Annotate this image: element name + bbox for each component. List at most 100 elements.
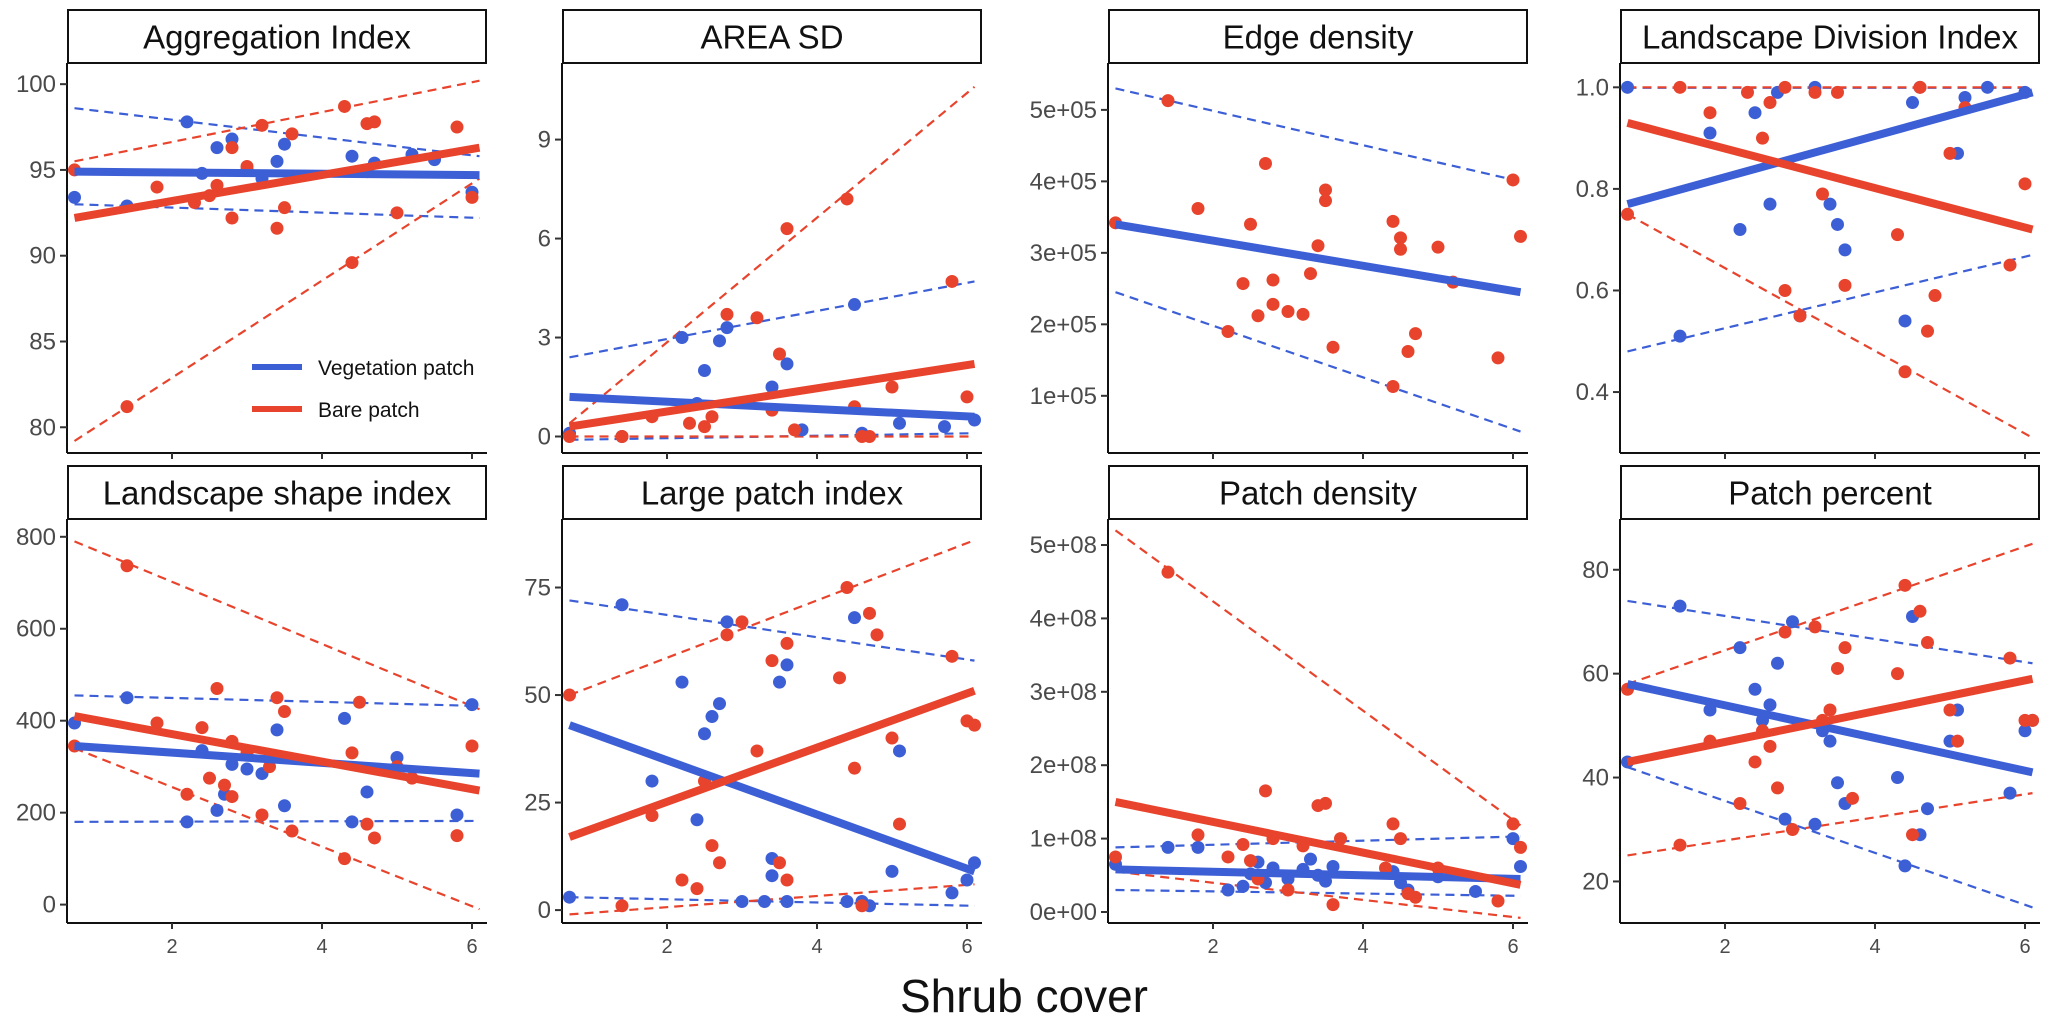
bare-patch-point	[863, 430, 876, 444]
bare-patch-point	[1733, 797, 1747, 811]
vegetation-patch-point	[1748, 682, 1762, 696]
y-tick-label: 0	[538, 897, 551, 924]
bare-patch-point	[765, 654, 779, 668]
panel-edge-density: Edge density 1e+05 2e+05 3e+05 4e+05 5e+05	[1030, 9, 1528, 459]
bare-patch-point	[1326, 898, 1340, 912]
vegetation-patch-ci-lower-line	[1115, 291, 1521, 433]
bare-patch-point	[1793, 309, 1807, 323]
bare-patch-ci-lower-line	[1115, 870, 1521, 919]
panel-landscape-division-index: Landscape Division Index 0.4 0.6 0.8 1.0	[1576, 9, 2040, 459]
vegetation-patch-point	[848, 298, 861, 312]
vegetation-patch-point	[1673, 599, 1687, 613]
bare-patch-point	[1898, 365, 1912, 379]
y-tick-label: 3e+08	[1030, 679, 1097, 706]
bare-patch-point	[450, 120, 464, 134]
bare-patch-point	[1906, 828, 1919, 842]
bare-patch-point	[1891, 667, 1904, 681]
bare-patch-point	[338, 852, 351, 866]
bare-patch-point	[1251, 309, 1265, 323]
vegetation-patch-point	[1236, 879, 1250, 893]
vegetation-patch-ci-lower-line	[569, 896, 975, 907]
bare-patch-ci-lower-line	[1627, 792, 2033, 857]
facet-title: Patch percent	[1728, 475, 1932, 512]
vegetation-patch-point	[210, 141, 224, 155]
vegetation-patch-fit-line	[1115, 865, 1521, 883]
vegetation-patch-fit-line	[1626, 680, 2034, 777]
y-tick-label: 6	[538, 226, 551, 253]
vegetation-patch-ci-lower-line	[74, 819, 480, 823]
bare-patch-point	[773, 856, 786, 870]
vegetation-patch-point	[690, 813, 704, 827]
bare-patch-point	[390, 206, 404, 220]
x-tick-label: 6	[466, 936, 477, 958]
vegetation-patch-point	[758, 894, 771, 908]
vegetation-patch-point	[713, 334, 726, 348]
bare-patch-point	[563, 430, 576, 444]
y-tick-label: 100	[16, 71, 56, 98]
bare-patch-ci-upper-line	[568, 85, 976, 425]
bare-patch-point	[780, 636, 794, 650]
vegetation-patch-point	[1469, 884, 1482, 898]
bare-patch-ci-lower-line	[73, 177, 481, 442]
vegetation-patch-point	[773, 675, 786, 689]
x-tick-label: 2	[1207, 936, 1218, 958]
vegetation-patch-point	[945, 886, 959, 900]
bare-patch-point	[1928, 289, 1942, 303]
bare-patch-point	[1319, 183, 1332, 197]
bare-patch-point	[1808, 620, 1822, 634]
x-tick-label: 6	[2019, 936, 2030, 958]
bare-patch-point	[945, 649, 959, 663]
panel-data	[1109, 87, 1527, 433]
vegetation-patch-ci-upper-line	[1627, 599, 2033, 665]
bare-patch-point	[1748, 755, 1762, 769]
vegetation-patch-point	[1506, 832, 1520, 846]
vegetation-patch-point	[1161, 840, 1175, 854]
bare-patch-point	[1319, 796, 1332, 810]
facet-strip	[562, 9, 982, 64]
vegetation-patch-point	[1921, 802, 1934, 816]
bare-patch-point	[1281, 883, 1295, 897]
y-tick-label: 40	[1582, 765, 1609, 792]
bare-patch-point	[1673, 838, 1687, 852]
y-tick-label: 80	[1582, 557, 1609, 584]
vegetation-patch-point	[840, 894, 854, 908]
bare-patch-point	[1311, 239, 1325, 253]
bare-patch-point	[1491, 351, 1505, 365]
bare-patch-point	[885, 380, 899, 394]
panel-data	[68, 79, 481, 442]
bare-patch-point	[353, 695, 366, 709]
bare-patch-point	[345, 256, 359, 270]
bare-patch-point	[713, 856, 726, 870]
vegetation-patch-point	[1733, 641, 1747, 655]
bare-patch-point	[1259, 784, 1272, 798]
bare-patch-point	[1334, 832, 1347, 846]
bare-patch-point	[750, 311, 764, 325]
bare-patch-point	[1161, 565, 1175, 579]
x-axis-label: Shrub cover	[900, 970, 1148, 1022]
vegetation-patch-point	[1304, 852, 1317, 866]
bare-patch-fit-line	[568, 359, 976, 431]
bare-patch-point	[210, 682, 224, 696]
facet-strip	[67, 465, 487, 520]
bare-patch-point	[278, 201, 291, 215]
facet-strip	[1108, 9, 1528, 64]
vegetation-patch-point	[645, 774, 659, 788]
panel-aggregation-index: Aggregation Index 80 85 90 95 100	[16, 9, 487, 459]
vegetation-patch-point	[1786, 615, 1799, 629]
vegetation-patch-point	[1673, 329, 1687, 343]
facet-title: Aggregation Index	[143, 19, 411, 56]
vegetation-patch-point	[2018, 724, 2032, 738]
bare-patch-point	[1281, 304, 1295, 318]
vegetation-patch-point	[360, 785, 374, 799]
vegetation-patch-point	[1831, 776, 1844, 790]
y-tick-label: 1.0	[1576, 74, 1609, 101]
bare-patch-point	[1409, 327, 1422, 341]
y-tick-label: 50	[524, 682, 551, 709]
bare-patch-point	[1394, 832, 1407, 846]
panel-area-sd: AREA SD 0 3 6 9	[538, 9, 982, 459]
x-tick-label: 6	[961, 936, 972, 958]
bare-patch-point	[1778, 80, 1792, 94]
bare-patch-point	[840, 581, 854, 595]
vegetation-patch-point	[450, 808, 464, 822]
bare-patch-point	[270, 221, 284, 235]
